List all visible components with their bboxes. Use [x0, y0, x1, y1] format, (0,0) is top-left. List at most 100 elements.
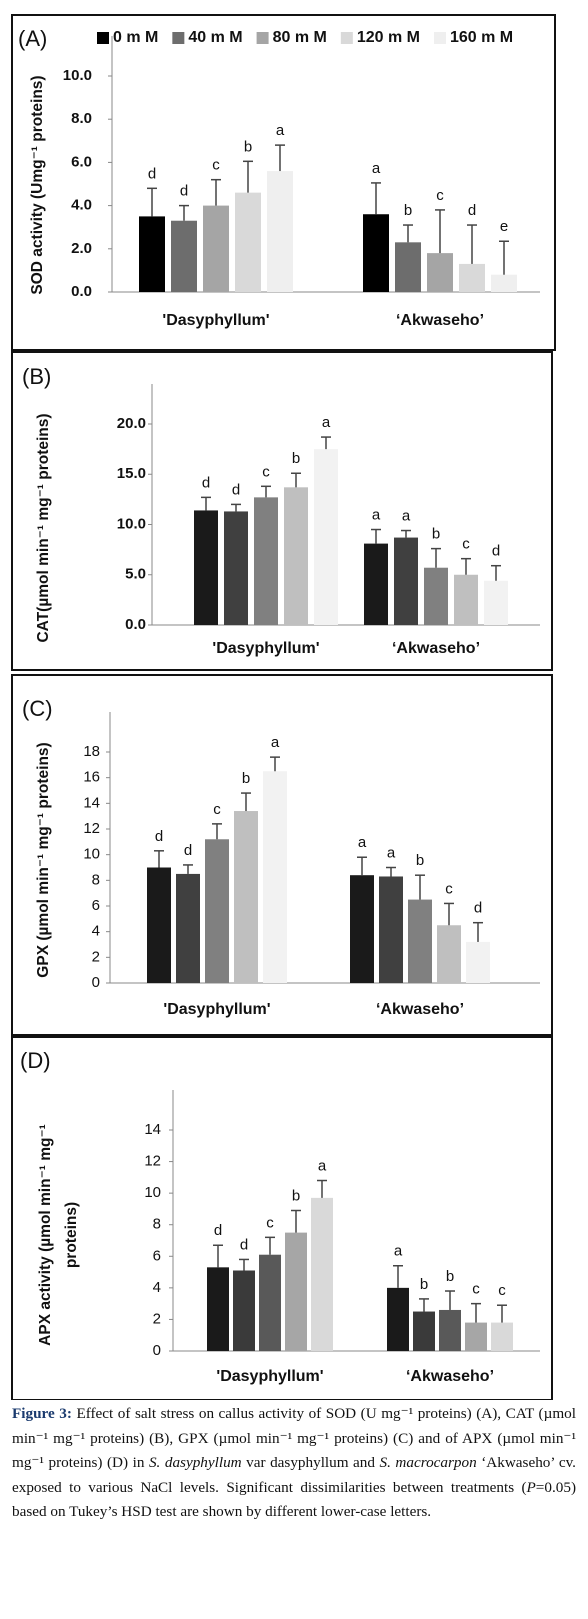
significance-letter: c: [262, 463, 270, 480]
bar: [491, 274, 517, 292]
significance-letter: a: [402, 507, 411, 524]
y-tick-label: 14: [144, 1121, 161, 1138]
y-tick-label: 5.0: [125, 566, 146, 583]
significance-letter: b: [292, 450, 300, 467]
y-tick-label: 2: [92, 948, 100, 965]
y-tick-label: 10.0: [63, 67, 92, 84]
legend-label: 40 m M: [188, 29, 242, 46]
bar: [454, 574, 478, 625]
bar: [207, 1267, 229, 1351]
caption-text: =0.05) based on Tukey’s HSD test are sho…: [12, 1478, 576, 1521]
error-bar: [291, 1209, 301, 1233]
bar: [350, 875, 374, 983]
significance-letter: a: [358, 834, 367, 851]
y-tick-label: 0.0: [125, 616, 146, 633]
y-tick-label: 10: [83, 846, 100, 863]
error-bar: [393, 1265, 403, 1288]
x-tick-label: ‘Akwaseho’: [406, 1368, 494, 1385]
bar: [259, 1254, 281, 1351]
caption-text: ‘Akwaseho’ cv. exposed to various NaCl l…: [12, 1454, 576, 1496]
error-bar: [419, 1298, 429, 1312]
bar: [408, 899, 432, 983]
bar: [491, 1322, 513, 1351]
x-tick-label: ‘Akwaseho’: [392, 640, 480, 657]
significance-letter: e: [500, 218, 508, 235]
bar: [413, 1311, 435, 1351]
caption-text: P: [526, 1478, 536, 1496]
error-bar: [270, 756, 280, 772]
x-tick-label: ‘Akwaseho’: [396, 312, 484, 329]
significance-letter: c: [213, 801, 221, 818]
significance-letter: d: [214, 1222, 222, 1239]
significance-letter: b: [416, 852, 424, 869]
legend-label: 120 m M: [357, 29, 420, 46]
error-bar: [239, 1258, 249, 1271]
error-bar: [371, 182, 381, 215]
bar: [224, 511, 248, 625]
bar: [139, 216, 165, 292]
x-tick-label: 'Dasyphyllum': [162, 312, 269, 329]
bar: [394, 537, 418, 625]
bar: [234, 811, 258, 983]
caption-text: S. macrocarpon: [379, 1454, 477, 1471]
significance-letter: c: [436, 187, 444, 204]
bar: [387, 1287, 409, 1351]
error-bar: [179, 204, 189, 221]
y-tick-label: 10.0: [117, 515, 146, 532]
error-bar: [403, 224, 413, 243]
legend-swatch: [433, 32, 446, 44]
error-bar: [445, 1290, 455, 1310]
y-tick-label: 4: [153, 1279, 161, 1296]
x-tick-label: 'Dasyphyllum': [163, 1001, 270, 1018]
bar: [171, 220, 197, 292]
significance-letter: b: [446, 1268, 454, 1285]
significance-letter: c: [212, 157, 220, 174]
y-tick-label: 4.0: [71, 197, 92, 214]
error-bar: [357, 856, 367, 876]
bar: [459, 263, 485, 292]
significance-letter: c: [472, 1281, 480, 1298]
error-bar: [212, 823, 222, 840]
error-bar: [499, 240, 509, 275]
panel-border: [11, 351, 553, 671]
significance-letter: b: [242, 770, 250, 787]
legend-swatch: [172, 32, 185, 44]
caption-text: Effect of salt stress on callus activity…: [12, 1405, 576, 1471]
y-axis-label: CAT(µmol min⁻¹ mg⁻¹ proteins): [35, 413, 52, 642]
error-bar: [415, 874, 425, 900]
bar: [311, 1197, 333, 1351]
y-axis-label: proteins): [63, 1202, 80, 1268]
y-tick-label: 15.0: [117, 465, 146, 482]
significance-letter: d: [148, 165, 156, 182]
bar: [147, 867, 171, 983]
significance-letter: a: [372, 506, 381, 523]
error-bar: [497, 1304, 507, 1323]
caption: Figure 3: Effect of salt stress on callu…: [12, 1402, 576, 1525]
significance-letter: d: [180, 183, 188, 200]
y-tick-label: 4: [92, 923, 100, 940]
error-bar: [154, 850, 164, 868]
panel-label: (B): [22, 364, 51, 389]
error-bar: [147, 187, 157, 217]
error-bar: [467, 224, 477, 264]
bar: [424, 567, 448, 625]
legend-swatch: [256, 32, 269, 44]
y-tick-label: 0: [92, 974, 100, 991]
bar: [176, 873, 200, 983]
y-tick-label: 8: [92, 871, 100, 888]
bar: [364, 543, 388, 625]
legend-label: 0 m M: [113, 29, 158, 46]
y-tick-label: 6: [92, 897, 100, 914]
y-tick-label: 20.0: [117, 415, 146, 432]
bar: [484, 580, 508, 625]
caption-text: S. dasyphyllum: [148, 1454, 242, 1471]
bar: [427, 253, 453, 292]
error-bar: [265, 1236, 275, 1255]
significance-letter: a: [322, 414, 331, 431]
significance-letter: c: [445, 880, 453, 897]
significance-letter: d: [232, 481, 240, 498]
legend-swatch: [97, 32, 109, 44]
error-bar: [386, 866, 396, 877]
error-bar: [211, 178, 221, 206]
error-bar: [261, 485, 271, 498]
